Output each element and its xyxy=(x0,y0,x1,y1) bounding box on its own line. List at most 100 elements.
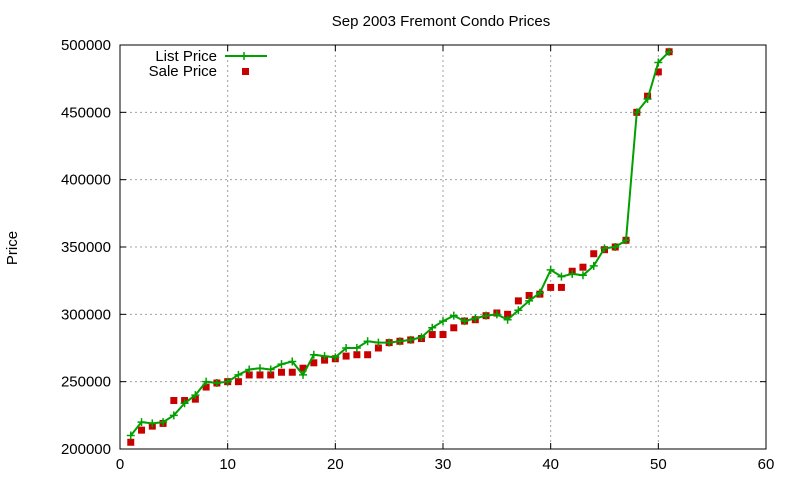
list-price-point xyxy=(460,317,469,326)
list-price-point xyxy=(525,296,534,305)
sale-price-point xyxy=(191,395,199,403)
list-price-point xyxy=(212,379,221,388)
sale-price-point xyxy=(557,283,565,291)
list-price-point xyxy=(665,47,674,56)
list-price-point xyxy=(169,411,178,420)
list-price-point xyxy=(245,365,254,374)
list-price-point xyxy=(503,315,512,324)
sale-price-point xyxy=(310,359,318,367)
list-price-point xyxy=(439,317,447,326)
sale-price-point xyxy=(374,344,382,352)
list-price-point xyxy=(568,269,577,278)
list-price-point xyxy=(277,360,286,369)
legend-label-sale-price: Sale Price xyxy=(149,63,217,80)
y-tick-label: 350000 xyxy=(61,239,111,256)
sale-price-point xyxy=(547,283,555,291)
series-list-price xyxy=(126,47,674,440)
list-price-point xyxy=(622,236,631,245)
legend-label-list-price: List Price xyxy=(155,48,217,65)
list-price-point xyxy=(578,271,587,280)
sale-price-point xyxy=(245,371,253,379)
axis-ticks: 200000 250000 300000 350000 400000 450000 5000… xyxy=(61,37,774,473)
sale-price-point xyxy=(504,310,512,318)
list-price-point xyxy=(417,333,426,342)
x-tick-label: 30 xyxy=(435,456,452,473)
y-axis-title: Price xyxy=(4,231,21,265)
sale-price-point xyxy=(321,356,329,364)
list-price-point xyxy=(557,272,566,281)
sale-price-point xyxy=(428,331,436,339)
list-price-point xyxy=(191,391,200,400)
y-tick-label: 250000 xyxy=(61,374,111,391)
x-tick-label: 60 xyxy=(758,456,775,473)
sale-price-point xyxy=(514,297,522,305)
y-tick-label: 400000 xyxy=(61,172,111,189)
list-price-point xyxy=(299,370,308,379)
list-price-point xyxy=(589,261,598,270)
list-price-point xyxy=(266,365,275,374)
x-tick-label: 50 xyxy=(650,456,667,473)
list-price-point xyxy=(342,344,351,352)
y-tick-label: 500000 xyxy=(61,37,111,54)
sale-price-point xyxy=(342,352,350,360)
list-price-point xyxy=(546,265,555,274)
sale-price-point xyxy=(267,371,275,379)
list-price-point xyxy=(471,314,480,323)
list-price-point xyxy=(309,350,318,359)
legend: List Price Sale Price xyxy=(149,48,267,80)
list-price-point xyxy=(600,244,609,253)
y-tick-label: 300000 xyxy=(61,306,111,323)
list-price-point xyxy=(482,311,491,320)
list-price-point xyxy=(406,335,415,344)
y-tick-label: 200000 xyxy=(61,441,111,458)
list-price-point xyxy=(234,370,243,379)
sale-price-point xyxy=(299,364,307,372)
list-price-point xyxy=(611,243,620,251)
sale-price-point xyxy=(364,351,372,359)
x-tick-label: 40 xyxy=(542,456,559,473)
chart-title: Sep 2003 Fremont Condo Prices xyxy=(332,13,550,30)
list-price-point xyxy=(632,108,641,117)
list-price-point xyxy=(654,58,663,67)
sale-price-point xyxy=(450,324,458,332)
sale-price-point xyxy=(256,371,264,379)
list-price-point xyxy=(202,377,211,386)
list-price-point xyxy=(643,94,652,103)
sale-price-point xyxy=(654,68,662,76)
sale-price-point xyxy=(579,263,587,271)
x-tick-label: 10 xyxy=(219,456,236,473)
list-price-point xyxy=(374,338,383,347)
list-price-point xyxy=(137,418,146,427)
list-price-point xyxy=(331,353,340,362)
list-price-point xyxy=(535,288,544,297)
list-price-point xyxy=(148,419,157,428)
list-price-point xyxy=(126,431,135,440)
sale-price-point xyxy=(590,250,598,258)
sale-price-point xyxy=(439,331,447,339)
legend-marker-list-price xyxy=(240,52,248,60)
list-price-point xyxy=(449,311,458,320)
sale-price-point xyxy=(202,383,210,391)
list-price-point xyxy=(320,352,329,361)
sale-price-point xyxy=(288,368,296,376)
sale-price-point xyxy=(525,291,533,299)
sale-price-point xyxy=(170,397,178,405)
list-price-point xyxy=(352,344,361,352)
y-tick-label: 450000 xyxy=(61,104,111,121)
sale-price-point xyxy=(127,438,135,446)
list-price-point xyxy=(159,418,168,427)
x-tick-label: 0 xyxy=(116,456,124,473)
sale-price-point xyxy=(138,426,146,434)
list-price-point xyxy=(514,306,523,315)
x-tick-label: 20 xyxy=(327,456,344,473)
list-price-point xyxy=(428,323,437,332)
sale-price-point xyxy=(234,378,242,386)
legend-marker-sale-price xyxy=(242,68,249,75)
list-price-point xyxy=(255,364,264,373)
list-price-point xyxy=(385,338,394,347)
list-price-point xyxy=(180,399,189,408)
list-price-point xyxy=(223,377,232,386)
list-price-point xyxy=(395,337,404,346)
list-price-point xyxy=(363,337,372,346)
